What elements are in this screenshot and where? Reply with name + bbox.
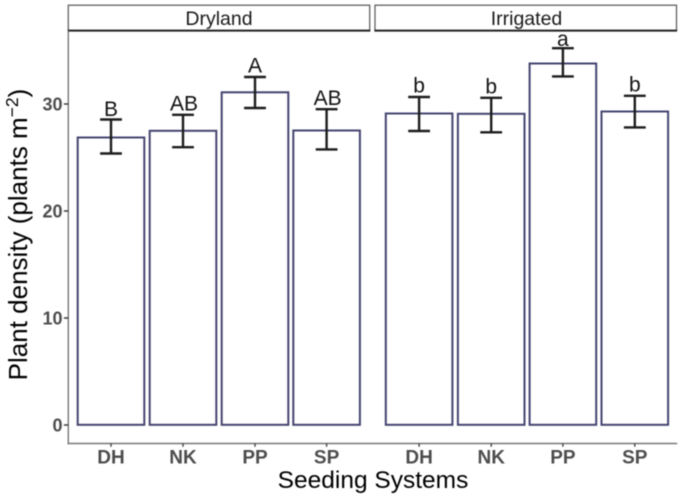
svg-text:NK: NK bbox=[477, 448, 505, 469]
svg-text:PP: PP bbox=[242, 448, 268, 469]
svg-text:DH: DH bbox=[405, 448, 432, 469]
svg-text:DH: DH bbox=[97, 448, 124, 469]
svg-text:SP: SP bbox=[314, 448, 340, 469]
svg-text:Seeding Systems: Seeding Systems bbox=[278, 467, 469, 494]
svg-text:Plant density (plants m−2): Plant density (plants m−2) bbox=[2, 89, 33, 381]
svg-text:b: b bbox=[485, 75, 497, 98]
svg-text:b: b bbox=[413, 75, 425, 98]
svg-text:10: 10 bbox=[42, 309, 62, 329]
svg-text:30: 30 bbox=[42, 95, 62, 115]
svg-text:B: B bbox=[104, 98, 118, 121]
svg-text:b: b bbox=[629, 73, 641, 96]
svg-text:AB: AB bbox=[170, 92, 198, 115]
svg-text:PP: PP bbox=[550, 448, 576, 469]
svg-text:a: a bbox=[557, 28, 569, 51]
svg-text:SP: SP bbox=[622, 448, 648, 469]
svg-text:AB: AB bbox=[314, 87, 342, 110]
svg-text:NK: NK bbox=[169, 448, 197, 469]
svg-text:A: A bbox=[248, 54, 262, 77]
svg-text:0: 0 bbox=[52, 416, 62, 436]
svg-text:Dryland: Dryland bbox=[185, 8, 252, 30]
svg-text:20: 20 bbox=[42, 202, 62, 222]
svg-text:Irrigated: Irrigated bbox=[491, 8, 563, 30]
